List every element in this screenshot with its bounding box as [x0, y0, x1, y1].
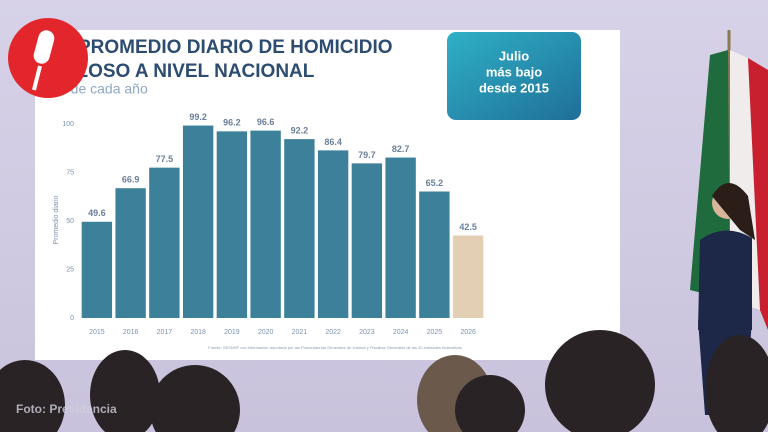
bar [284, 139, 315, 318]
x-tick-label: 2025 [427, 329, 443, 336]
value-label: 65.2 [426, 178, 444, 188]
badge [447, 32, 581, 120]
x-tick-label: 2023 [359, 329, 375, 336]
bar [385, 157, 416, 318]
x-tick-label: 2017 [157, 329, 173, 336]
bar [351, 163, 383, 318]
value-label: 96.2 [223, 118, 241, 128]
bar [81, 221, 113, 318]
value-label: 92.2 [291, 126, 309, 136]
logo-mic-stand [32, 65, 42, 91]
badge-text: más bajo [486, 64, 542, 79]
plot: 0 25 50 75 100 2015 49.6 2016 66.9 2017 77.5 2018 99… [62, 112, 484, 336]
badge-text: desde 2015 [479, 80, 549, 95]
value-label: 82.7 [392, 144, 410, 154]
y-tick-label: 0 [70, 315, 74, 322]
bar [452, 235, 484, 318]
bar [250, 130, 281, 318]
x-tick-label: 2026 [460, 329, 476, 336]
x-tick-label: 2018 [190, 329, 206, 336]
x-tick-label: 2019 [224, 329, 240, 336]
y-axis-label: Promedio diario [53, 195, 60, 244]
chart-title: PROMEDIO DIARIO DE HOMICIDIO [78, 37, 393, 58]
person-hair [712, 183, 755, 240]
logo-mic [33, 30, 55, 64]
value-label: 96.6 [257, 117, 275, 127]
x-tick-label: 2015 [89, 329, 105, 336]
value-label: 86.4 [324, 137, 342, 147]
x-tick-label: 2022 [325, 329, 341, 336]
x-tick-label: 2016 [123, 329, 139, 336]
badge-text: Julio [499, 48, 529, 63]
source-note: Fuente: SESNSP con información reportada… [208, 345, 461, 350]
y-tick-label: 100 [62, 121, 74, 128]
x-tick-label: 2020 [258, 329, 274, 336]
value-label: 79.7 [358, 150, 376, 160]
value-label: 77.5 [156, 154, 174, 164]
bar [182, 125, 214, 318]
bar [115, 188, 146, 318]
value-label: 66.9 [122, 175, 140, 185]
bar [419, 191, 450, 318]
value-label: 49.6 [88, 208, 106, 218]
bar [149, 167, 180, 318]
value-label: 42.5 [459, 222, 477, 232]
value-label: 99.2 [189, 112, 207, 122]
y-tick-label: 50 [66, 218, 74, 225]
x-tick-label: 2024 [393, 329, 409, 336]
y-tick-label: 75 [66, 169, 74, 176]
bar [317, 150, 349, 318]
x-tick-label: 2021 [292, 329, 308, 336]
bar [216, 131, 248, 318]
y-tick-label: 25 [66, 266, 74, 273]
chart-title: DOLOSO A NIVEL NACIONAL [48, 61, 315, 82]
person-body [698, 230, 752, 330]
photo-credit: Foto: Presidencia [16, 402, 117, 416]
flag-red [748, 58, 768, 330]
audience [0, 330, 768, 437]
